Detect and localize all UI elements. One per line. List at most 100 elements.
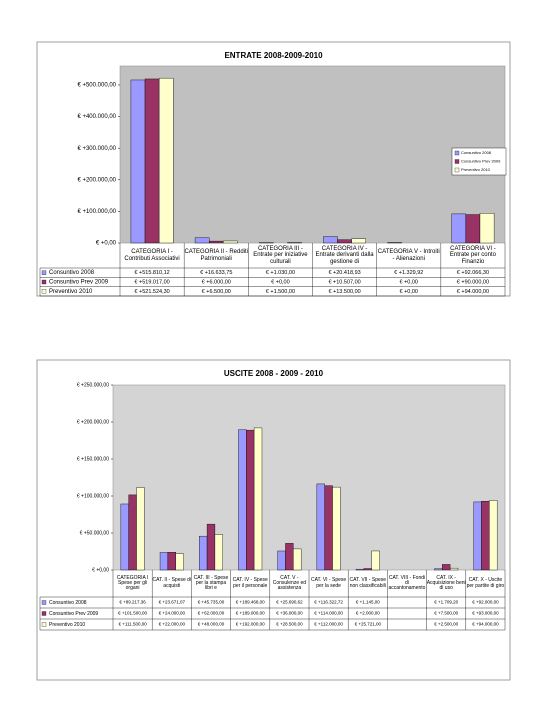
legend-label: Consuntivo Prev 2009: [461, 159, 501, 164]
legend-swatch: [41, 279, 47, 285]
category-label: CAT. VI - Spese per la sede: [310, 577, 347, 589]
bar: [214, 534, 223, 571]
table-value: € +101.500,00: [118, 611, 147, 616]
legend-swatch: [41, 270, 47, 275]
table-value: € +1.145,00: [356, 600, 380, 605]
bar: [442, 564, 451, 571]
table-value: € +2.500,00: [434, 622, 458, 627]
bar: [473, 501, 482, 571]
table-value: € +7.500,00: [434, 611, 458, 616]
table-value: € +16.633,75: [200, 270, 232, 276]
category-label: CAT. V - Consulenze ed assistenza: [272, 574, 307, 592]
category-label: CAT. VIII - Fondi di accantonamento: [388, 574, 426, 592]
category-label-box: CAT. VI - Spese per la sede: [310, 577, 347, 589]
bar: [136, 487, 145, 571]
bar: [194, 237, 210, 244]
bar: [144, 78, 160, 244]
y-tick-label: € +250.000,00: [77, 382, 109, 388]
table-value: € +6.000,00: [202, 279, 231, 285]
bar: [434, 568, 443, 571]
legend-label: Consuntivo Prev 2009: [49, 280, 109, 286]
table-value: € +94.000,00: [457, 289, 489, 295]
category-label-box: CAT. X - Uscite per partite di giro: [466, 577, 505, 589]
bar: [316, 483, 325, 571]
category-label: CATEGORIA I Spese per gli organi: [116, 574, 149, 592]
category-label-box: CATEGORIA I Spese per gli organi: [116, 574, 149, 592]
table-value: € +92.066,30: [457, 270, 489, 276]
table-value: € +0,00: [271, 279, 290, 285]
category-label: CAT. X - Uscite per partite di giro: [466, 577, 505, 589]
category-label: CAT. III - Spese per la stampa libri e: [193, 574, 229, 592]
table-value: € +2.000,00: [356, 611, 380, 616]
bar: [351, 238, 366, 244]
table-value: € +94.000,00: [472, 622, 499, 627]
category-label-box: CATEGORIA VI - Entrate per conto Finanzi…: [450, 246, 496, 265]
category-label: CAT. IX - Acquisizione beni di uso: [426, 574, 466, 592]
table-value: € +111.500,00: [118, 622, 147, 627]
table-value: € +93.000,00: [472, 611, 499, 616]
bar: [371, 550, 380, 571]
table-value: € +6.500,00: [202, 289, 231, 295]
y-tick-label: € +200.000,00: [77, 177, 116, 183]
table-value: € +1.709,20: [434, 600, 458, 605]
category-label-box: CAT. IV - Spese per il personale: [232, 577, 268, 589]
table-value: € +45.735,00: [198, 600, 225, 605]
plot-area: [119, 65, 506, 244]
bar: [223, 240, 238, 244]
table-value: € +0,00: [399, 289, 418, 295]
y-tick-label: € +0,00: [96, 241, 117, 247]
table-value: € +23.671,07: [159, 600, 186, 605]
category-label-box: CATEGORIA V - Introiti - Alienazioni: [378, 249, 440, 261]
category-label-box: CAT. II - Spese di acquisti: [152, 577, 192, 589]
category-label-box: CATEGORIA II - Redditi Patrimoniali: [184, 249, 248, 261]
category-label-box: CAT. III - Spese per la stampa libri e: [193, 574, 229, 592]
legend-label: Preventivo 2010: [461, 167, 491, 172]
bar: [479, 213, 495, 244]
bar: [489, 500, 498, 571]
bar: [285, 543, 294, 571]
table-value: € +1.030,00: [266, 270, 295, 276]
bar: [363, 568, 372, 571]
table-value: € +48.000,00: [198, 622, 225, 627]
table-value: € +112.000,00: [314, 622, 343, 627]
bar: [206, 523, 216, 571]
table-value: € +189.468,00: [236, 600, 265, 605]
table-value: € +13.500,00: [328, 289, 360, 295]
table-value: € +24.000,00: [159, 611, 186, 616]
table-value: € +89.217,36: [119, 600, 146, 605]
y-tick-label: € +150.000,00: [77, 456, 109, 462]
bar: [158, 77, 174, 244]
category-label: CAT. VII - Spese non classificabili: [349, 577, 387, 589]
legend-label: Consuntivo Prev 2009: [49, 611, 98, 617]
table-value: € +1.329,92: [394, 270, 423, 276]
bar: [238, 429, 247, 571]
bar: [199, 535, 208, 571]
bar: [253, 427, 263, 571]
y-tick-label: € +50.000,00: [80, 530, 110, 536]
legend-swatch: [454, 150, 460, 156]
y-tick-label: € +100.000,00: [77, 209, 116, 215]
chart-title: ENTRATE 2008-2009-2010: [224, 51, 323, 60]
bar: [130, 79, 146, 244]
category-label: CAT. IV - Spese per il personale: [232, 577, 268, 589]
bar: [175, 553, 184, 571]
legend-swatch: [454, 167, 460, 173]
y-tick-label: € +200.000,00: [77, 419, 109, 425]
bar: [167, 552, 176, 571]
category-label-box: CAT. VII - Spese non classificabili: [349, 577, 387, 589]
table-value: € +519.017,00: [134, 279, 169, 285]
table-value: € +114.000,00: [314, 611, 343, 616]
legend-label: Consuntivo 2008: [49, 270, 95, 276]
legend-label: Consuntivo 2008: [461, 150, 492, 155]
category-label: CATEGORIA IV - Entrate derivanti dalla g…: [315, 246, 374, 265]
category-label: CATEGORIA I - Contributi Associativi: [124, 249, 180, 262]
table-value: € +521.524,30: [134, 289, 169, 295]
table-value: € +189.000,00: [236, 611, 265, 616]
bar: [355, 568, 365, 571]
legend-label: Preventivo 2010: [49, 622, 85, 628]
table-value: € +25.690,62: [276, 600, 303, 605]
table-value: € +28.500,00: [276, 622, 303, 627]
category-label: CAT. II - Spese di acquisti: [152, 577, 192, 589]
bar: [323, 236, 338, 244]
